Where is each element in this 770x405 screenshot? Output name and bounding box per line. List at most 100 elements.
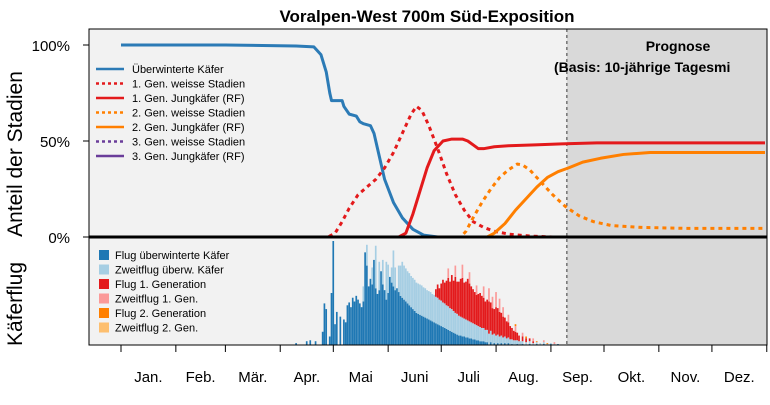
flight-bar-gen1-201 [473, 292, 476, 325]
flight-bar-overwintered-141 [367, 286, 370, 345]
flight-bar-overwintered_second-152 [387, 264, 389, 293]
flight-bar-overwintered-181 [438, 325, 441, 345]
flight-bar-overwintered-168 [415, 312, 418, 345]
flight-bar-overwintered_second-168 [415, 282, 418, 313]
flight-bar-gen1-228 [521, 336, 524, 342]
flight-legend: Flug überwinterte Käfer Zweitflug überw. … [99, 250, 230, 335]
flight-bar-overwintered_second-201 [473, 324, 476, 340]
flight-bar-gen1-206 [482, 297, 485, 328]
flight-bar-overwintered-156 [394, 290, 397, 345]
flight-bar-gen1-200 [472, 289, 474, 324]
flight-bar-overwintered-190 [454, 333, 457, 345]
flight-bar-overwintered_second-179 [435, 296, 437, 324]
flight-bar-gen1_second-213 [495, 292, 497, 308]
flight-bar-gen1-217 [502, 316, 504, 338]
flight-bar-overwintered_second-197 [466, 320, 469, 338]
flight-bar-overwintered_second-140 [366, 244, 368, 266]
flight-bar-gen1-193 [459, 278, 462, 317]
flight-bar-overwintered_second-145 [374, 245, 377, 289]
flight-bar-overwintered-176 [429, 320, 432, 345]
flight-bar-overwintered_second-236 [535, 342, 538, 345]
flight-bar-gen1-219 [505, 321, 508, 339]
flight-bar-overwintered-146 [376, 293, 379, 345]
flight-bar-overwintered-196 [465, 337, 467, 345]
flight-bar-overwintered_second-158 [397, 265, 400, 293]
flight-bar-overwintered_second-151 [385, 261, 388, 300]
flight-bar-overwintered-174 [426, 318, 428, 345]
flight-bar-overwintered_second-224 [514, 340, 517, 345]
flight-bar-overwintered-210 [489, 342, 492, 345]
month-label-12: Dez. [724, 369, 755, 386]
legend-label-5: 2. Gen. Jungkäfer (RF) [132, 122, 245, 134]
flight-bar-overwintered_second-167 [413, 279, 416, 311]
flight-bar-gen2-236 [535, 341, 538, 343]
flight-bar-overwintered_second-200 [472, 323, 474, 340]
flight-bar-gen2-224 [514, 324, 517, 327]
flight-bar-overwintered-116 [323, 303, 326, 345]
flight-bar-overwintered_second-206 [482, 327, 485, 342]
flight-legend-label-5: Flug 2. Generation [115, 308, 206, 320]
flight-bar-overwintered_second-220 [507, 337, 510, 344]
flight-bar-gen1_second-215 [498, 298, 501, 312]
flight-bar-overwintered_second-213 [495, 335, 497, 345]
flight-bar-overwintered-194 [461, 336, 464, 345]
flight-bar-gen1-185 [445, 280, 448, 306]
flight-bar-overwintered_second-166 [412, 277, 414, 310]
flight-bar-overwintered-201 [473, 339, 476, 345]
flight-bar-overwintered_second-204 [479, 327, 481, 342]
flight-bar-overwintered_second-238 [539, 343, 542, 345]
flight-bar-overwintered-188 [450, 331, 453, 345]
flight-bar-overwintered_second-165 [410, 275, 412, 308]
month-label-7: Juli [457, 369, 480, 386]
flight-bar-gen1-197 [466, 278, 469, 321]
flight-bar-gen1_second-246 [553, 342, 556, 345]
flight-bar-overwintered_second-234 [532, 343, 535, 345]
flight-bar-gen1_second-209 [488, 288, 490, 302]
flight-bar-overwintered-129 [346, 305, 349, 345]
flight-bar-overwintered-220 [507, 343, 510, 345]
flight-bar-gen1-213 [495, 307, 497, 336]
flight-bar-overwintered_second-185 [445, 305, 448, 329]
flight-bar-gen1-224 [514, 331, 517, 341]
flight-bar-overwintered-115 [321, 331, 324, 345]
flight-bar-gen1-218 [504, 317, 506, 337]
flight-bar-overwintered-186 [447, 329, 450, 345]
flight-bar-overwintered_second-156 [394, 267, 397, 291]
flight-bar-overwintered_second-178 [433, 294, 435, 323]
flight-bar-overwintered-164 [408, 305, 411, 345]
month-label-6: Juni [401, 369, 429, 386]
flight-bar-overwintered-173 [424, 317, 427, 345]
flight-bar-overwintered-108 [309, 340, 312, 345]
flight-bar-overwintered-193 [459, 335, 462, 345]
flight-bar-overwintered_second-216 [500, 335, 503, 344]
flight-bar-overwintered_second-211 [491, 334, 494, 345]
flight-bar-overwintered-148 [380, 271, 382, 345]
legend-swatch-4 [99, 293, 109, 304]
legend-label-3: 1. Gen. Jungkäfer (RF) [132, 93, 245, 105]
flight-bar-overwintered-155 [392, 286, 395, 345]
month-label-3: Mär. [238, 369, 267, 386]
flight-legend-label-1: Flug überwinterte Käfer [115, 250, 230, 262]
flight-bar-gen1_second-206 [482, 286, 485, 298]
flight-bar-gen1-209 [488, 301, 490, 334]
flight-bar-overwintered-172 [422, 316, 425, 345]
flight-bar-overwintered_second-154 [390, 267, 393, 283]
flight-bar-overwintered-119 [328, 336, 331, 345]
flight-bar-overwintered-166 [412, 309, 414, 345]
flight-bar-overwintered_second-160 [401, 261, 404, 298]
flight-bar-gen1-199 [470, 286, 473, 323]
series-line-2 [121, 104, 765, 239]
flight-bar-overwintered-187 [449, 330, 451, 345]
legend-swatch-6 [99, 322, 109, 333]
legend-swatch-1 [99, 250, 109, 260]
flight-bar-overwintered-185 [445, 328, 448, 345]
flight-bar-overwintered_second-203 [477, 326, 480, 341]
flight-bar-overwintered-195 [463, 336, 466, 345]
flight-bar-overwintered_second-195 [463, 318, 466, 337]
flight-bar-overwintered_second-202 [475, 325, 478, 341]
flight-bar-overwintered_second-159 [399, 265, 402, 296]
flight-bar-overwintered_second-207 [484, 329, 487, 343]
flight-bar-overwintered-127 [343, 319, 345, 345]
legend-label-7: 3. Gen. Jungkäfer (RF) [132, 151, 245, 163]
flight-bar-overwintered-218 [504, 343, 506, 345]
